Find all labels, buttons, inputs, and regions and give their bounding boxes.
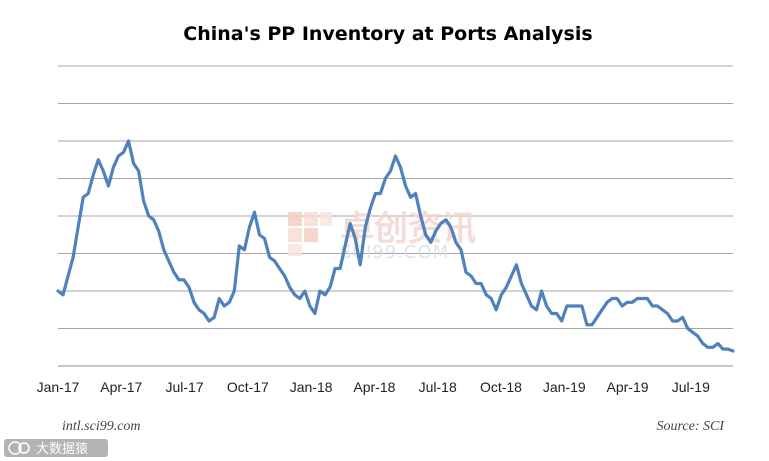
x-tick-label: Jul-17 <box>165 379 203 395</box>
series-line <box>56 139 735 353</box>
x-tick-label: Jul-18 <box>419 379 457 395</box>
x-tick-label: Jan-18 <box>290 379 333 395</box>
overlay-badge-text: 大数据猿 <box>36 442 88 457</box>
watermark-logo-icon <box>288 212 332 256</box>
x-tick-labels: Jan-17 Apr-17 Jul-17 Oct-17 Jan-18 Apr-18 Jul-… <box>37 379 710 395</box>
series-group <box>56 139 735 353</box>
overlay-badge: 大数据猿 <box>4 439 108 457</box>
chat-bubble-icon <box>8 441 30 455</box>
x-tick-label: Jul-19 <box>672 379 710 395</box>
gridlines <box>58 65 733 329</box>
watermark-site: SCI99.COM <box>340 242 449 263</box>
x-tick-label: Apr-17 <box>100 379 142 395</box>
x-tick-label: Oct-17 <box>227 379 269 395</box>
chart-title: China's PP Inventory at Ports Analysis <box>183 23 592 45</box>
footer-site: intl.sci99.com <box>62 419 141 434</box>
x-tick-label: Oct-18 <box>480 379 522 395</box>
x-tick-label: Jan-17 <box>37 379 80 395</box>
x-tick-label: Apr-19 <box>607 379 649 395</box>
x-tick-label: Jan-19 <box>543 379 586 395</box>
footer-source: Source: SCI <box>656 419 725 434</box>
watermark: 卓创资讯 SCI99.COM <box>288 209 476 263</box>
x-tick-label: Apr-18 <box>353 379 395 395</box>
